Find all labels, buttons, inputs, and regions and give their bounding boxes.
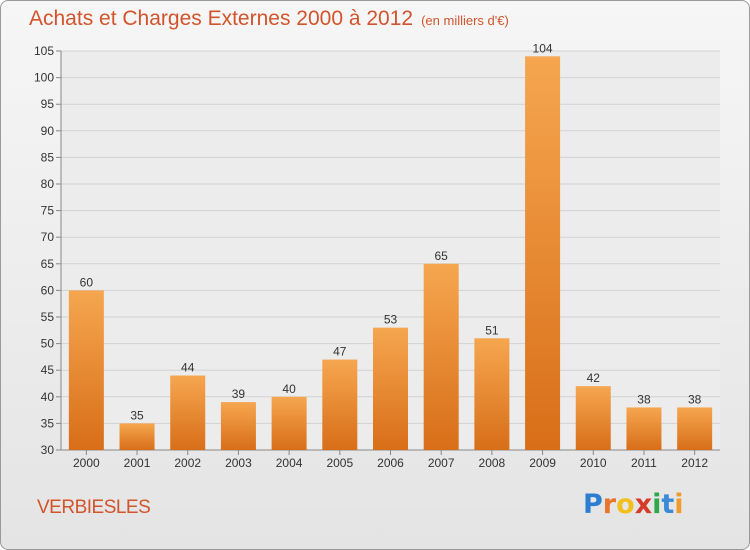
bar bbox=[170, 375, 206, 450]
y-tick-label: 100 bbox=[34, 71, 54, 85]
x-tick-label: 2002 bbox=[174, 456, 201, 470]
logo-letter: t bbox=[661, 489, 675, 520]
bar bbox=[626, 407, 662, 450]
y-tick-label: 65 bbox=[41, 257, 55, 271]
bar-value-label: 60 bbox=[80, 275, 94, 289]
bar-value-label: 40 bbox=[282, 382, 296, 396]
x-tick-label: 2012 bbox=[681, 456, 708, 470]
chart-title: Achats et Charges Externes 2000 à 2012 (e… bbox=[29, 7, 509, 31]
y-tick-label: 70 bbox=[41, 230, 55, 244]
logo-letter: x bbox=[634, 489, 653, 520]
logo-letter: i bbox=[674, 489, 684, 520]
x-tick-label: 2001 bbox=[124, 456, 151, 470]
title-unit: (en milliers d'€) bbox=[421, 13, 509, 28]
x-tick-label: 2011 bbox=[631, 456, 657, 470]
y-tick-label: 85 bbox=[41, 150, 55, 164]
y-tick-label: 30 bbox=[41, 443, 55, 457]
bar bbox=[423, 263, 459, 450]
logo-letter: P bbox=[583, 489, 603, 520]
bar-value-label: 39 bbox=[232, 387, 246, 401]
bar-value-label: 42 bbox=[587, 371, 601, 385]
x-tick-label: 2000 bbox=[73, 456, 100, 470]
y-tick-label: 60 bbox=[41, 283, 55, 297]
title-text: Achats et Charges Externes 2000 à 2012 bbox=[29, 7, 414, 30]
bar bbox=[68, 290, 104, 450]
bar-value-label: 51 bbox=[485, 323, 499, 337]
y-tick-label: 55 bbox=[41, 310, 55, 324]
x-tick-label: 2003 bbox=[225, 456, 252, 470]
proxiti-logo: Proxiti bbox=[583, 489, 684, 520]
bar-value-label: 44 bbox=[181, 361, 195, 375]
logo-letter: o bbox=[616, 489, 635, 520]
y-tick-label: 90 bbox=[41, 124, 55, 138]
x-tick-label: 2005 bbox=[326, 456, 353, 470]
y-tick-label: 75 bbox=[41, 204, 55, 218]
x-tick-label: 2004 bbox=[276, 456, 303, 470]
y-tick-label: 50 bbox=[41, 337, 55, 351]
city-label: VERBIESLES bbox=[37, 497, 151, 518]
y-tick-label: 95 bbox=[41, 97, 55, 111]
bar bbox=[525, 56, 561, 450]
bar-value-label: 53 bbox=[384, 313, 398, 327]
bar bbox=[677, 407, 713, 450]
bar-value-label: 35 bbox=[130, 408, 144, 422]
logo-letter: i bbox=[652, 489, 662, 520]
bar bbox=[220, 402, 256, 450]
bar-value-label: 47 bbox=[333, 345, 347, 359]
bar bbox=[474, 338, 510, 450]
bar bbox=[322, 359, 358, 450]
x-tick-label: 2006 bbox=[377, 456, 404, 470]
bar-value-label: 38 bbox=[637, 392, 651, 406]
bar-value-label: 38 bbox=[688, 392, 702, 406]
y-tick-label: 35 bbox=[41, 416, 55, 430]
bar bbox=[119, 423, 155, 450]
y-tick-label: 45 bbox=[41, 363, 55, 377]
bar-value-label: 104 bbox=[533, 41, 553, 55]
y-tick-label: 80 bbox=[41, 177, 55, 191]
x-tick-label: 2007 bbox=[428, 456, 455, 470]
y-tick-label: 40 bbox=[41, 390, 55, 404]
x-tick-label: 2008 bbox=[479, 456, 506, 470]
bar bbox=[373, 327, 408, 450]
x-tick-label: 2009 bbox=[529, 456, 556, 470]
logo-letter: r bbox=[602, 489, 617, 520]
bar bbox=[271, 396, 307, 450]
bar-value-label: 65 bbox=[435, 249, 449, 263]
y-tick-label: 105 bbox=[34, 44, 54, 58]
x-tick-label: 2010 bbox=[580, 456, 607, 470]
bar bbox=[575, 386, 611, 450]
